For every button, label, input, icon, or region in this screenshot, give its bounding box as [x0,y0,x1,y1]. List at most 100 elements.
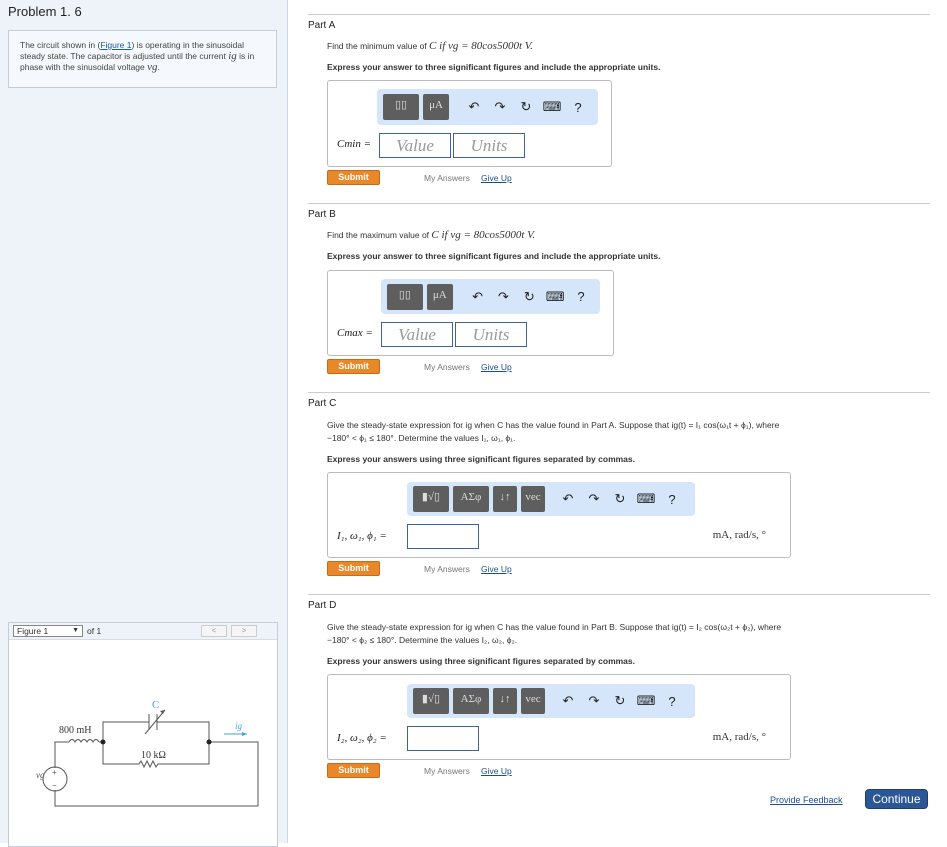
part-a-submit-button[interactable]: Submit [327,170,380,185]
keyboard-icon[interactable]: ⌨ [545,288,565,304]
give-up-link[interactable]: Give Up [481,766,512,776]
vector-button[interactable]: vec [521,486,545,512]
intro-text: . [157,62,160,72]
voltage-source [42,766,68,792]
redo-icon[interactable]: ↷ [588,693,600,708]
my-answers-link[interactable]: My Answers [424,173,470,183]
give-up-link[interactable]: Give Up [481,362,512,372]
resistor-label: 10 kΩ [141,750,166,761]
part-c-question-line1: Give the steady-state expression for ig … [327,420,780,430]
undo-icon[interactable]: ↶ [562,491,574,506]
part-c-answer-box: ▮√▯ ΑΣφ ↓↑ vec ↶ ↷ ↻ ⌨ ? I₁, ω₁, ϕ₁ = mA… [327,472,791,558]
greek-symbols-button[interactable]: ΑΣφ [453,486,489,512]
inductor-label: 800 mH [59,725,92,736]
intro-text: is in phase with the sinusoidal voltage [20,51,255,72]
keyboard-icon[interactable]: ⌨ [636,491,656,506]
plus-sign: + [52,768,57,777]
source-label: vg [36,770,45,780]
dropdown-arrow-icon: ▼ [72,627,79,634]
question-math: C if vg = 80cos5000t V. [431,229,536,241]
problem-sidebar: Problem 1. 6 The circuit shown in (Figur… [0,0,288,847]
continue-button[interactable]: Continue [865,789,928,809]
undo-icon[interactable]: ↶ [562,693,574,708]
redo-icon[interactable]: ↷ [588,491,600,506]
cmin-label: Cmin = [337,138,372,150]
templates-button[interactable]: ▮√▯ [413,486,449,512]
figure-count: of 1 [87,626,102,636]
part-b-instructions: Express your answer to three significant… [327,251,661,261]
template-button[interactable]: ▯▯ [383,94,419,120]
value-input[interactable]: Value [381,322,453,347]
template-button[interactable]: ▯▯ [387,283,423,310]
part-c-label: Part C [308,398,337,409]
answer-input[interactable] [407,524,479,549]
give-up-link[interactable]: Give Up [481,173,512,183]
question-math: C if vg = 80cos5000t V. [429,40,533,52]
templates-button[interactable]: ▮√▯ [413,688,449,714]
answer-units: mA, rad/s, ° [712,529,766,541]
prev-figure-button[interactable]: < [201,625,227,637]
my-answers-link[interactable]: My Answers [424,766,470,776]
question-text: Find the maximum value of [327,230,432,240]
part-b-submit-button[interactable]: Submit [327,359,380,374]
intro-text: ) is operating in the sinusoidal steady … [20,40,244,61]
divider [308,14,930,15]
answer-label: I₂, ω₂, ϕ₂ = [337,732,387,744]
vector-button[interactable]: vec [521,688,545,714]
resistor [102,742,210,769]
part-c-instructions: Express your answers using three signifi… [327,454,635,464]
units-input[interactable]: Units [453,133,525,158]
help-icon[interactable]: ? [668,693,676,709]
part-d-answer-box: ▮√▯ ΑΣφ ↓↑ vec ↶ ↷ ↻ ⌨ ? I₂, ω₂, ϕ₂ = mA… [327,674,791,760]
part-a-label: Part A [308,20,336,31]
help-icon[interactable]: ? [577,289,585,304]
part-d-instructions: Express your answers using three signifi… [327,656,635,666]
undo-icon[interactable]: ↶ [468,99,480,114]
undo-icon[interactable]: ↶ [472,288,484,304]
divider [308,594,930,595]
problem-title: Problem 1. 6 [8,4,82,19]
part-a-question: Find the minimum value of C if vg = 80co… [327,40,533,53]
reset-icon[interactable]: ↻ [523,288,535,304]
figure-link[interactable]: Figure 1 [100,40,132,50]
part-d-question-line2: −180° < ϕ₂ ≤ 180°. Determine the values … [327,635,518,645]
math-toolbar: ▮√▯ ΑΣφ ↓↑ vec ↶ ↷ ↻ ⌨ ? [407,684,695,718]
my-answers-link[interactable]: My Answers [424,362,470,372]
give-up-link[interactable]: Give Up [481,564,512,574]
greek-symbols-button[interactable]: ΑΣφ [453,688,489,714]
reset-icon[interactable]: ↻ [614,491,626,506]
units-input[interactable]: Units [455,322,527,347]
arrows-button[interactable]: ↓↑ [493,688,517,714]
my-answers-link[interactable]: My Answers [424,564,470,574]
provide-feedback-link[interactable]: Provide Feedback [770,795,843,805]
figure-header: Figure 1 ▼ of 1 < > [9,623,277,640]
part-c-question-line2: −180° < ϕ₁ ≤ 180°. Determine the values … [327,433,516,443]
math-toolbar: ▮√▯ ΑΣφ ↓↑ vec ↶ ↷ ↻ ⌨ ? [407,482,695,516]
answer-label: I₁, ω₁, ϕ₁ = [337,530,387,542]
help-icon[interactable]: ? [574,99,582,115]
inductor [68,739,100,743]
part-d-submit-button[interactable]: Submit [327,763,380,778]
part-c-submit-button[interactable]: Submit [327,561,380,576]
part-b-question: Find the maximum value of C if vg = 80co… [327,229,535,242]
part-a-answer-box: ▯▯ μA ↶ ↷ ↻ ⌨ ? Cmin = Value Units [327,80,612,167]
arrows-button[interactable]: ↓↑ [493,486,517,512]
reset-icon[interactable]: ↻ [614,693,626,708]
units-button[interactable]: μA [426,283,453,310]
reset-icon[interactable]: ↻ [520,99,532,114]
keyboard-icon[interactable]: ⌨ [636,693,656,708]
current-label: ig [235,721,243,731]
capacitor-label: C [152,699,159,711]
figure-select-value: Figure 1 [17,626,49,636]
keyboard-icon[interactable]: ⌨ [542,99,562,114]
part-b-label: Part B [308,209,336,220]
next-figure-button[interactable]: > [231,625,257,637]
help-icon[interactable]: ? [668,491,676,507]
units-button[interactable]: μA [423,94,449,120]
math-ig: ig [228,50,237,62]
value-input[interactable]: Value [379,133,451,158]
figure-select[interactable]: Figure 1 ▼ [13,625,83,637]
redo-icon[interactable]: ↷ [498,288,509,304]
redo-icon[interactable]: ↷ [494,99,506,114]
answer-input[interactable] [407,726,479,751]
